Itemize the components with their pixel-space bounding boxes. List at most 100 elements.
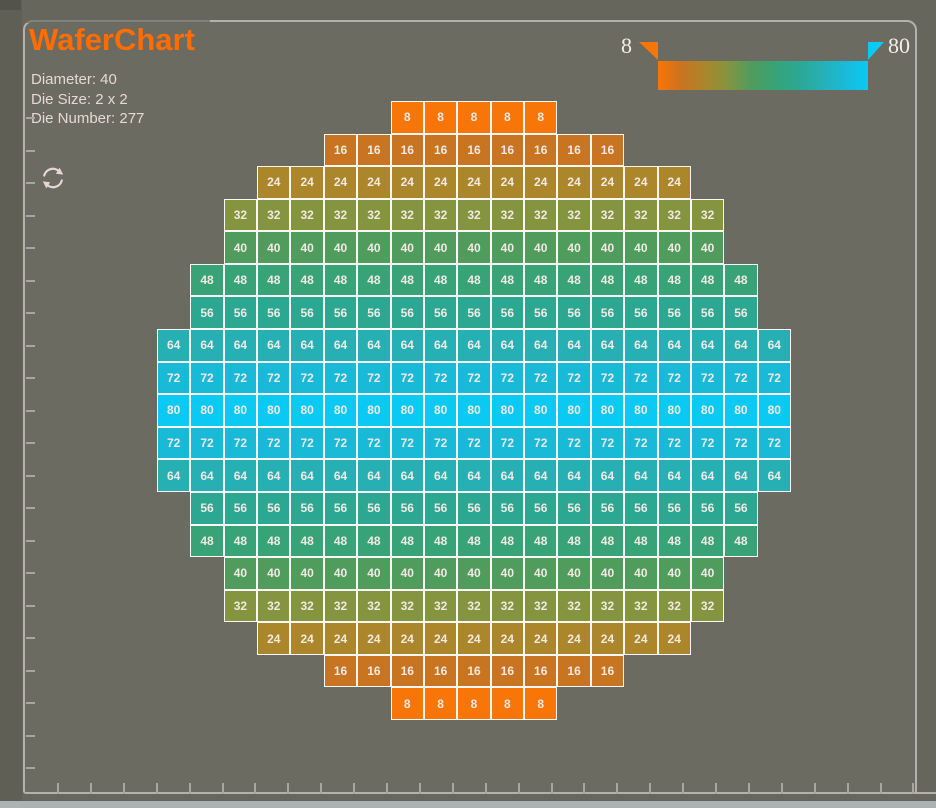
die-cell[interactable]: 48 [223,524,258,558]
die-cell[interactable]: 8 [457,687,491,720]
die-cell[interactable]: 56 [457,491,491,525]
die-cell[interactable]: 40 [257,231,291,264]
die-cell[interactable]: 8 [524,101,558,134]
die-cell[interactable]: 40 [690,231,725,264]
die-cell[interactable]: 48 [357,263,391,297]
die-cell[interactable]: 48 [257,263,291,297]
die-cell[interactable]: 56 [690,491,725,525]
die-cell[interactable]: 8 [457,101,491,134]
die-cell[interactable]: 40 [524,557,558,590]
die-cell[interactable]: 24 [357,166,391,199]
die-cell[interactable]: 64 [190,329,224,362]
die-cell[interactable]: 32 [557,589,591,623]
die-cell[interactable]: 16 [490,133,525,167]
die-cell[interactable]: 40 [457,557,491,590]
die-cell[interactable]: 32 [557,198,591,232]
die-cell[interactable]: 40 [423,231,458,264]
die-cell[interactable]: 24 [257,622,291,655]
die-cell[interactable]: 56 [457,296,491,330]
die-cell[interactable]: 32 [457,589,491,623]
die-cell[interactable]: 72 [357,426,391,460]
die-cell[interactable]: 48 [257,524,291,558]
die-cell[interactable]: 40 [557,557,591,590]
die-cell[interactable]: 56 [557,296,591,330]
die-cell[interactable]: 32 [624,198,658,232]
die-cell[interactable]: 56 [323,296,358,330]
die-cell[interactable]: 56 [223,491,258,525]
die-cell[interactable]: 72 [257,361,291,395]
die-cell[interactable]: 40 [223,557,258,590]
die-cell[interactable]: 48 [357,524,391,558]
die-cell[interactable]: 32 [223,589,258,623]
die-cell[interactable]: 16 [590,654,625,688]
die-cell[interactable]: 32 [590,589,625,623]
die-cell[interactable]: 40 [624,231,658,264]
die-cell[interactable]: 48 [624,524,658,558]
die-cell[interactable]: 72 [290,426,324,460]
die-cell[interactable]: 32 [524,198,558,232]
die-cell[interactable]: 56 [357,296,391,330]
die-cell[interactable]: 56 [223,296,258,330]
die-cell[interactable]: 40 [323,231,358,264]
refresh-button[interactable] [37,163,69,195]
die-cell[interactable]: 32 [257,198,291,232]
die-cell[interactable]: 48 [657,263,691,297]
die-cell[interactable]: 64 [257,459,291,492]
die-cell[interactable]: 40 [690,557,725,590]
die-cell[interactable]: 24 [457,622,491,655]
die-cell[interactable]: 32 [357,589,391,623]
die-cell[interactable]: 48 [590,524,625,558]
die-cell[interactable]: 56 [490,491,525,525]
die-cell[interactable]: 64 [457,329,491,362]
die-cell[interactable]: 24 [457,166,491,199]
die-cell[interactable]: 48 [590,263,625,297]
die-cell[interactable]: 16 [323,654,358,688]
die-cell[interactable]: 48 [290,524,324,558]
die-cell[interactable]: 56 [724,491,758,525]
die-cell[interactable]: 64 [524,329,558,362]
die-cell[interactable]: 16 [390,654,424,688]
die-cell[interactable]: 16 [323,133,358,167]
die-cell[interactable]: 64 [524,459,558,492]
die-cell[interactable]: 56 [557,491,591,525]
die-cell[interactable]: 56 [724,296,758,330]
die-cell[interactable]: 40 [657,557,691,590]
die-cell[interactable]: 64 [690,459,725,492]
die-cell[interactable]: 72 [223,361,258,395]
die-cell[interactable]: 8 [490,687,525,720]
die-cell[interactable]: 80 [423,394,458,427]
die-cell[interactable]: 56 [657,491,691,525]
die-cell[interactable]: 48 [390,524,424,558]
die-cell[interactable]: 8 [390,101,424,134]
die-cell[interactable]: 48 [223,263,258,297]
die-cell[interactable]: 40 [323,557,358,590]
die-cell[interactable]: 48 [323,524,358,558]
die-cell[interactable]: 64 [157,459,191,492]
die-cell[interactable]: 24 [257,166,291,199]
die-cell[interactable]: 64 [290,329,324,362]
die-cell[interactable]: 56 [357,491,391,525]
die-cell[interactable]: 24 [290,622,324,655]
die-cell[interactable]: 64 [657,459,691,492]
die-cell[interactable]: 16 [457,654,491,688]
die-cell[interactable]: 24 [590,622,625,655]
die-cell[interactable]: 56 [624,491,658,525]
die-cell[interactable]: 80 [323,394,358,427]
die-cell[interactable]: 48 [724,524,758,558]
die-cell[interactable]: 64 [357,329,391,362]
die-cell[interactable]: 56 [423,296,458,330]
die-cell[interactable]: 24 [323,166,358,199]
die-cell[interactable]: 8 [490,101,525,134]
die-cell[interactable]: 80 [157,394,191,427]
die-cell[interactable]: 72 [423,426,458,460]
die-cell[interactable]: 64 [757,329,791,362]
die-cell[interactable]: 32 [223,198,258,232]
die-cell[interactable]: 64 [557,459,591,492]
die-cell[interactable]: 32 [624,589,658,623]
die-cell[interactable]: 48 [423,263,458,297]
die-cell[interactable]: 48 [624,263,658,297]
die-cell[interactable]: 72 [690,361,725,395]
die-cell[interactable]: 48 [457,524,491,558]
die-cell[interactable]: 64 [423,329,458,362]
die-cell[interactable]: 32 [657,589,691,623]
